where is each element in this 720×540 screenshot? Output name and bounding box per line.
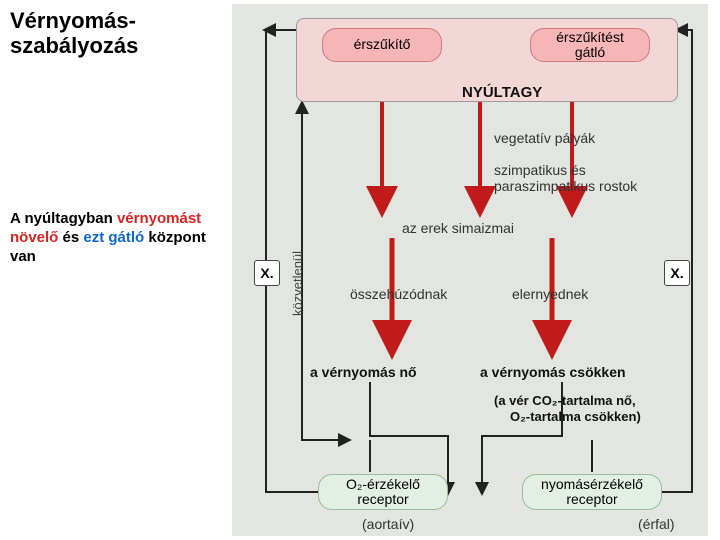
- label-symp2: paraszimpatikus rostok: [494, 178, 637, 194]
- label-veg: vegetatív pályák: [494, 130, 595, 146]
- label-symp1: szimpatikus és: [494, 162, 586, 178]
- label-nyultagy: NYÚLTAGY: [462, 84, 542, 101]
- title-l2: szabályozás: [10, 33, 138, 58]
- node--rsz-k-t-: érszűkítő: [322, 28, 442, 62]
- node-o-rz-kel-: O₂-érzékelőreceptor: [318, 474, 448, 510]
- label-contract: összehúzódnak: [350, 286, 447, 302]
- page-title: Vérnyomás- szabályozás: [10, 8, 225, 59]
- label-bp_up: a vérnyomás nő: [310, 364, 417, 380]
- title-l1: Vérnyomás-: [10, 8, 136, 33]
- cranial-x-left: X.: [254, 260, 280, 286]
- label-co2_l2: O₂-tartalma csökken): [510, 410, 641, 425]
- label-kozvetlenul: közvetlenül: [290, 251, 305, 316]
- subtitle: A nyúltagyban vérnyomást növelő és ezt g…: [10, 210, 220, 266]
- label-relax: elernyednek: [512, 286, 588, 302]
- node--rsz-k-t-st: érszűkítéstgátló: [530, 28, 650, 62]
- label-erfal: (érfal): [638, 516, 675, 532]
- label-aortaiv: (aortaív): [362, 516, 414, 532]
- label-co2_l1: (a vér CO₂-tartalma nő,: [494, 394, 636, 409]
- diagram-canvas: érszűkítő érszűkítéstgátló O₂-érzékelőrece…: [232, 4, 708, 536]
- label-smoothmuscle: az erek simaizmai: [402, 220, 514, 236]
- node-nyom-s-rz-kel-: nyomásérzékelőreceptor: [522, 474, 662, 510]
- label-bp_down: a vérnyomás csökken: [480, 364, 626, 380]
- cranial-x-right: X.: [664, 260, 690, 286]
